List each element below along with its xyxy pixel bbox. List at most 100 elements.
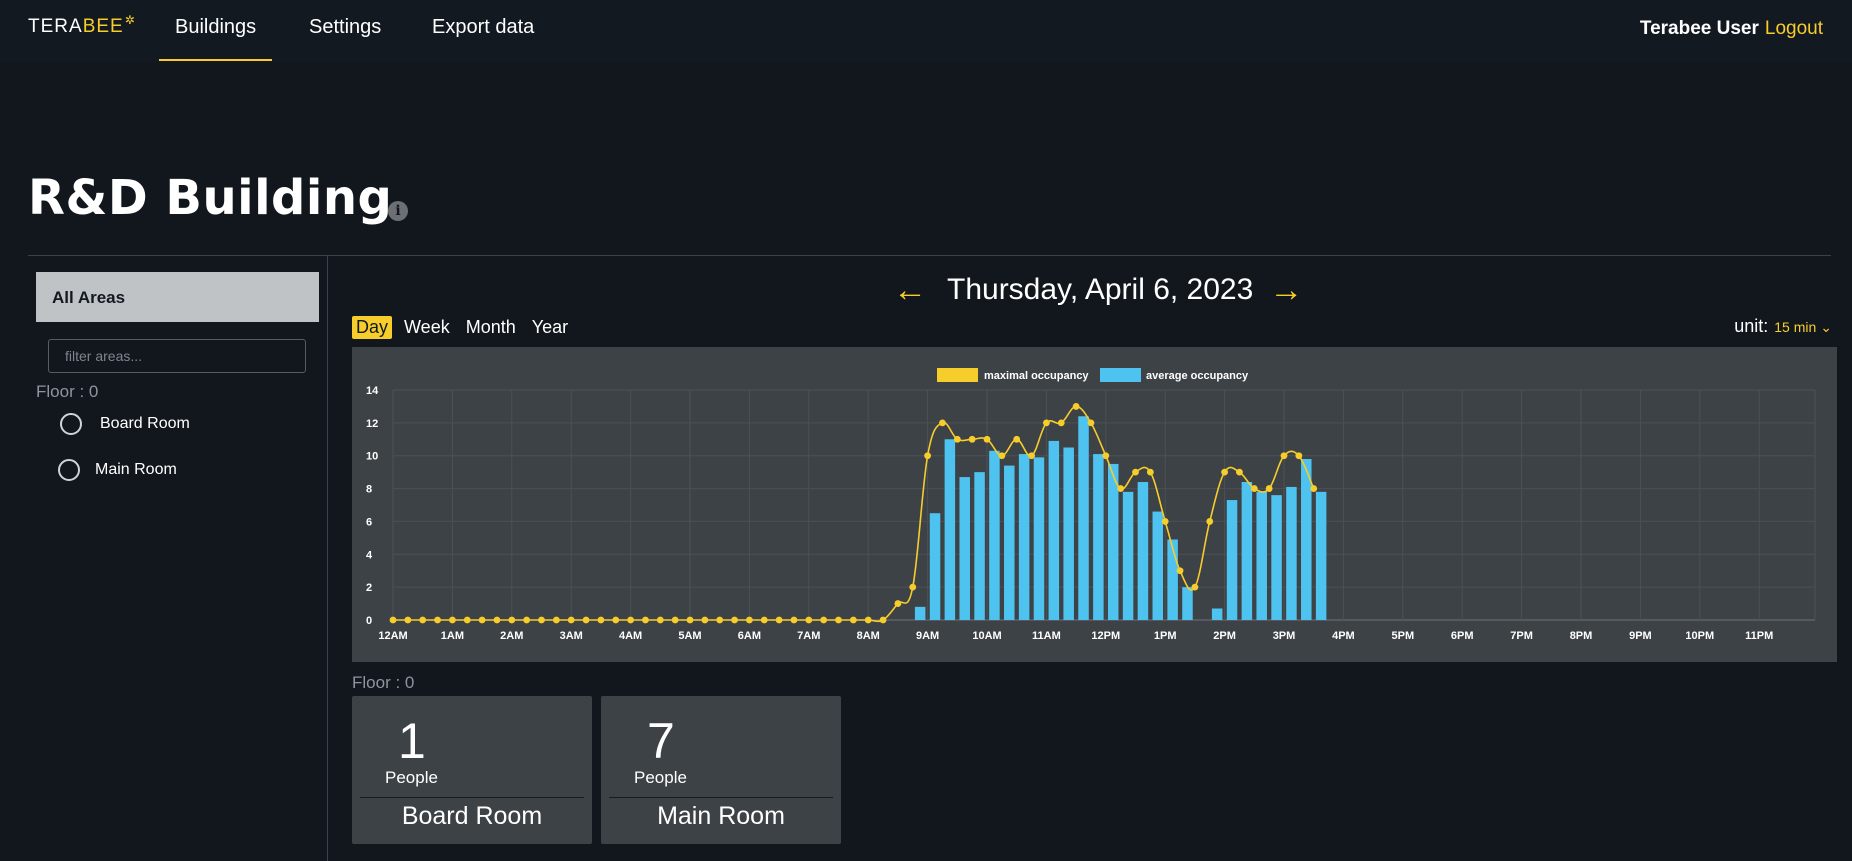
occupancy-bar [1033,457,1045,620]
occupancy-bar [944,439,956,620]
x-tick-label: 10AM [972,630,1001,642]
maximal-occupancy-point [864,616,872,624]
maximal-occupancy-point [656,616,664,624]
x-tick-label: 2AM [500,630,523,642]
room-card-main-room[interactable]: 7 People Main Room [601,696,841,844]
filter-areas-input[interactable] [48,339,306,373]
maximal-occupancy-point [1176,567,1184,575]
maximal-occupancy-point [1072,403,1080,410]
occupancy-chart: 0 2 4 6 8 10 12 14 12AM 1AM 2AM 3AM 4AM 5AM 6AM 7AM 8AM 9… [352,347,1837,662]
maximal-occupancy-point [642,616,649,624]
occupancy-bar [1167,539,1178,620]
x-tick-label: 9PM [1629,630,1652,642]
maximal-occupancy-point [983,435,991,443]
logout-link[interactable]: Logout [1764,18,1823,39]
nav-tab-buildings[interactable]: Buildings [158,16,273,61]
maximal-occupancy-point [760,616,768,624]
period-tab-month[interactable]: Month [465,317,516,337]
occupancy-bar [1122,491,1134,620]
maximal-occupancy-point [1057,419,1065,427]
x-tick-label: 1AM [441,630,464,642]
maximal-occupancy-point [820,616,828,624]
maximal-occupancy-point [909,583,917,591]
nav-tab-export-data[interactable]: Export data [432,16,535,38]
y-tick-label: 4 [366,549,373,561]
period-tab-week[interactable]: Week [404,317,450,337]
maximal-occupancy-point [894,600,902,607]
y-tick-label: 8 [366,484,372,496]
maximal-occupancy-point [968,435,976,443]
maximal-occupancy-point [939,419,946,427]
unit-value[interactable]: 15 min [1774,319,1817,335]
maximal-occupancy-point [552,616,560,624]
maximal-occupancy-point [1191,583,1199,591]
maximal-occupancy-point [567,616,575,624]
all-areas-button[interactable]: All Areas [36,272,319,322]
maximal-occupancy-point [1146,468,1154,476]
prev-day-arrow-icon[interactable]: ← [893,270,927,309]
terabee-logo[interactable]: TERABEE✲ [28,13,136,38]
x-tick-label: 3AM [560,630,583,642]
maximal-occupancy-point [463,616,471,624]
logo-spark-icon: ✲ [124,13,136,27]
maximal-occupancy-point [1117,485,1125,492]
radio-icon[interactable] [58,459,80,481]
occupancy-bar [914,606,926,620]
x-tick-label: 7AM [797,630,820,642]
maximal-occupancy-point [493,616,501,624]
period-tab-day[interactable]: Day [352,316,393,339]
maximal-occupancy-point [449,616,456,624]
chevron-down-icon[interactable]: ⌄ [1820,319,1832,335]
maximal-occupancy-point [1206,518,1214,525]
y-tick-label: 6 [366,516,372,528]
info-icon[interactable]: i [388,201,408,221]
people-count: 1 [398,713,426,769]
maximal-occupancy-point [686,616,694,624]
occupancy-chart-svg: 0 2 4 6 8 10 12 14 12AM 1AM 2AM 3AM 4AM 5AM 6AM 7AM 8AM 9… [366,368,1816,642]
maximal-occupancy-point [1310,485,1318,492]
period-tabs: Day Week Month Year [352,316,580,339]
y-tick-label: 2 [366,582,372,594]
occupancy-bar [1078,416,1089,620]
logo-accent-text: BEE [82,16,124,37]
maximal-occupancy-point [1295,452,1303,460]
maximal-occupancy-point [1102,452,1110,460]
user-area: Terabee User Logout [1640,18,1823,40]
card-divider [360,797,584,798]
maximal-occupancy-point [597,616,605,624]
x-tick-label: 10PM [1685,630,1714,642]
maximal-occupancy-point [671,616,679,624]
divider-vertical [327,256,328,861]
maximal-occupancy-point [389,616,397,624]
nav-tab-settings[interactable]: Settings [309,16,382,38]
sidebar-item-main-room[interactable]: Main Room [58,458,177,482]
maximal-occupancy-point [612,616,620,624]
occupancy-bar [1004,465,1015,620]
occupancy-bar [1107,463,1119,620]
occupancy-bar [1301,459,1312,620]
next-day-arrow-icon[interactable]: → [1269,270,1304,309]
period-tab-year[interactable]: Year [531,317,569,337]
occupancy-bar [1048,440,1060,620]
people-unit-label: People [385,768,438,787]
user-name: Terabee User [1639,18,1759,39]
date-navigator: ← Thursday, April 6, 2023 → [893,270,1303,310]
y-tick-label: 0 [366,615,372,627]
maximal-occupancy-point [953,435,961,443]
maximal-occupancy-point [716,616,724,624]
legend-swatch-average [1100,368,1141,382]
sidebar-item-board-room[interactable]: Board Room [60,412,190,436]
radio-icon[interactable] [60,413,82,435]
y-tick-label: 14 [366,385,379,397]
legend-label-maximal: maximal occupancy [984,370,1089,382]
x-tick-label: 5AM [678,630,701,642]
x-tick-label: 2PM [1213,630,1236,642]
maximal-occupancy-point [879,616,887,624]
maximal-occupancy-point [731,616,738,624]
unit-selector[interactable]: unit: 15 min ⌄ [1734,316,1832,337]
x-tick-label: 8AM [857,630,880,642]
y-tick-label: 10 [366,451,378,463]
x-tick-label: 12AM [378,630,407,642]
room-card-board-room[interactable]: 1 People Board Room [352,696,592,844]
maximal-occupancy-point [701,616,709,624]
